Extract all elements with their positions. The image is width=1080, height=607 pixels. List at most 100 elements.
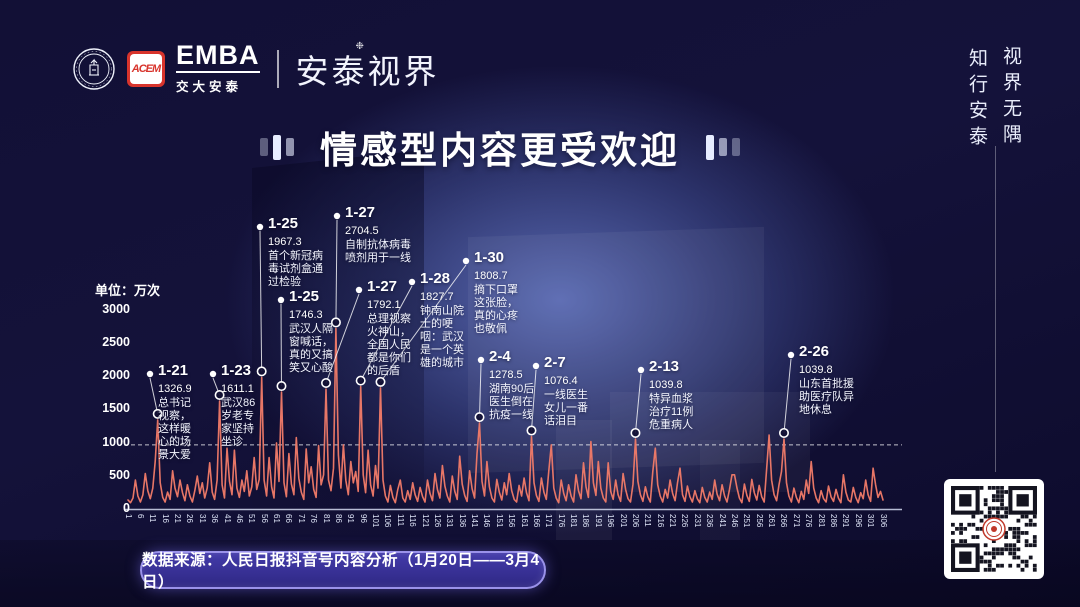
annotation-date: 2-7 — [544, 354, 566, 371]
annotation-dot — [462, 257, 470, 265]
x-tick-label: 301 — [866, 514, 876, 528]
annotation-dot — [256, 223, 264, 231]
acem-logo: ACEM — [127, 50, 165, 87]
y-tick-label: 3000 — [102, 301, 130, 316]
x-tick-label: 46 — [234, 514, 244, 523]
slogan-zhixing-antai: 知行安泰 — [966, 48, 987, 152]
annotation-date: 1-25 — [268, 215, 299, 232]
x-tick-label: 306 — [878, 514, 888, 528]
sparkle-icon: ❉ — [355, 40, 364, 52]
y-tick-label: 500 — [109, 467, 130, 482]
x-tick-label: 136 — [457, 514, 467, 528]
views-line-series — [127, 327, 884, 504]
x-tick-label: 291 — [841, 514, 851, 528]
annotation-date: 1-28 — [420, 270, 451, 287]
y-tick-label: 2500 — [102, 335, 130, 349]
chart-annotation: 1-28 1827.7 钟南山院士的哽咽：武汉是一个英雄的城市 — [420, 271, 467, 370]
x-tick-label: 161 — [519, 514, 529, 528]
annotation-dot — [146, 370, 154, 378]
chart-annotation: 2-7 1076.4 一线医生女儿一番话泪目 — [544, 355, 594, 428]
annotation-value: 1278.5 — [489, 369, 523, 381]
y-tick-label: 0 — [123, 501, 130, 515]
x-tick-label: 131 — [445, 514, 455, 528]
annotation-connector — [380, 264, 467, 383]
x-tick-label: 246 — [729, 514, 739, 528]
annotation-connector — [149, 377, 159, 414]
x-tick-label: 281 — [816, 514, 826, 528]
peak-ring-marker — [474, 412, 485, 423]
annotation-value: 2704.5 — [345, 225, 379, 237]
x-tick-label: 276 — [804, 514, 814, 528]
annotation-text: 钟南山院士的哽咽：武汉是一个英雄的城市 — [420, 305, 464, 369]
title-deco-bars-right — [706, 134, 740, 160]
y-axis-unit-label: 单位：万次 — [95, 283, 161, 298]
annotation-text: 摘下口罩这张脸，真的心疼也敬佩 — [474, 284, 518, 335]
annotation-date: 1-21 — [158, 362, 189, 379]
annotation-dot — [787, 351, 795, 359]
peak-ring-marker — [276, 381, 287, 392]
x-tick-label: 116 — [408, 514, 418, 527]
x-tick-label: 41 — [222, 514, 232, 523]
x-tick-label: 176 — [556, 514, 566, 528]
title-deco-bar — [273, 134, 281, 160]
chart-annotation: 1-23 1611.1 武汉86岁老专家坚持坐诊 — [221, 363, 261, 449]
annotation-text: 武汉人隔窗喊话，真的又搞笑又心酸 — [289, 323, 333, 374]
annotation-value: 1808.7 — [474, 270, 508, 282]
x-tick-label: 256 — [754, 514, 764, 528]
y-tick-label: 2000 — [102, 368, 130, 383]
x-tick-label: 286 — [828, 514, 838, 528]
x-tick-label: 296 — [853, 514, 863, 528]
y-tick-label: 1000 — [102, 434, 130, 449]
annotation-connector — [335, 219, 338, 323]
header: ACEM EMBA 交大安泰 安泰视界 ❉ — [72, 40, 440, 95]
annotation-dot — [408, 278, 416, 286]
chart-annotation: 1-30 1808.7 摘下口罩这张脸，真的心疼也敬佩 — [474, 250, 521, 336]
annotation-date: 1-30 — [474, 249, 505, 266]
annotation-text: 首个新冠病毒试剂盒通过检验 — [268, 250, 323, 288]
annotation-text: 自制抗体病毒喷剂用于一线 — [345, 239, 411, 264]
x-tick-label: 211 — [643, 514, 653, 527]
annotation-dot — [333, 212, 341, 220]
annotation-date: 2-4 — [489, 348, 511, 365]
x-tick-label: 101 — [371, 514, 381, 528]
annotation-text: 一线医生女儿一番话泪目 — [544, 389, 588, 427]
annotation-connector — [479, 363, 482, 418]
annotation-connector — [360, 285, 413, 381]
x-tick-label: 156 — [507, 514, 517, 528]
page-title: 情感型内容更受欢迎 — [320, 130, 680, 171]
x-tick-label: 171 — [544, 514, 554, 528]
brand-title: 安泰视界 — [295, 52, 440, 90]
annotation-dot — [277, 296, 285, 304]
x-tick-label: 216 — [655, 514, 665, 528]
annotation-text: 总书记视察，这样暖心的场景大爱 — [158, 397, 191, 461]
chart-annotation: 2-26 1039.8 山东首批援助医疗队异地休息 — [799, 344, 857, 417]
chart-annotation: 1-27 1792.1 总理视察火神山，全国人民都是你们的后盾 — [367, 279, 414, 378]
x-tick-label: 206 — [630, 514, 640, 528]
annotation-value: 1611.1 — [221, 383, 254, 395]
title-deco-bar — [732, 138, 740, 156]
annotation-value: 1967.3 — [268, 236, 302, 248]
data-source-box: 数据来源：人民日报抖音号内容分析（1月20日——3月4日） — [140, 551, 546, 591]
annotation-date: 1-27 — [367, 278, 398, 295]
x-tick-label: 121 — [420, 514, 430, 528]
x-tick-label: 266 — [779, 514, 789, 528]
x-tick-label: 151 — [494, 514, 504, 528]
peak-ring-marker — [330, 317, 341, 328]
annotation-value: 1746.3 — [289, 309, 323, 321]
annotation-dot — [637, 366, 645, 374]
title-deco-bar — [286, 138, 294, 156]
emba-logo: EMBA 交大安泰 — [176, 42, 260, 95]
qr-code — [944, 479, 1044, 579]
annotation-date: 1-27 — [345, 204, 376, 221]
annotation-value: 1827.7 — [420, 291, 454, 303]
x-tick-label: 226 — [680, 514, 690, 528]
peak-ring-marker — [256, 366, 267, 377]
peak-ring-marker — [778, 427, 789, 438]
annotation-connector — [530, 369, 537, 431]
title-row: 情感型内容更受欢迎 — [240, 120, 760, 174]
x-tick-label: 201 — [618, 514, 628, 528]
annotation-value: 1039.8 — [649, 379, 683, 391]
annotation-text: 山东首批援助医疗队异地休息 — [799, 378, 854, 416]
x-tick-label: 36 — [210, 514, 220, 523]
emba-subtitle: 交大安泰 — [176, 80, 243, 94]
